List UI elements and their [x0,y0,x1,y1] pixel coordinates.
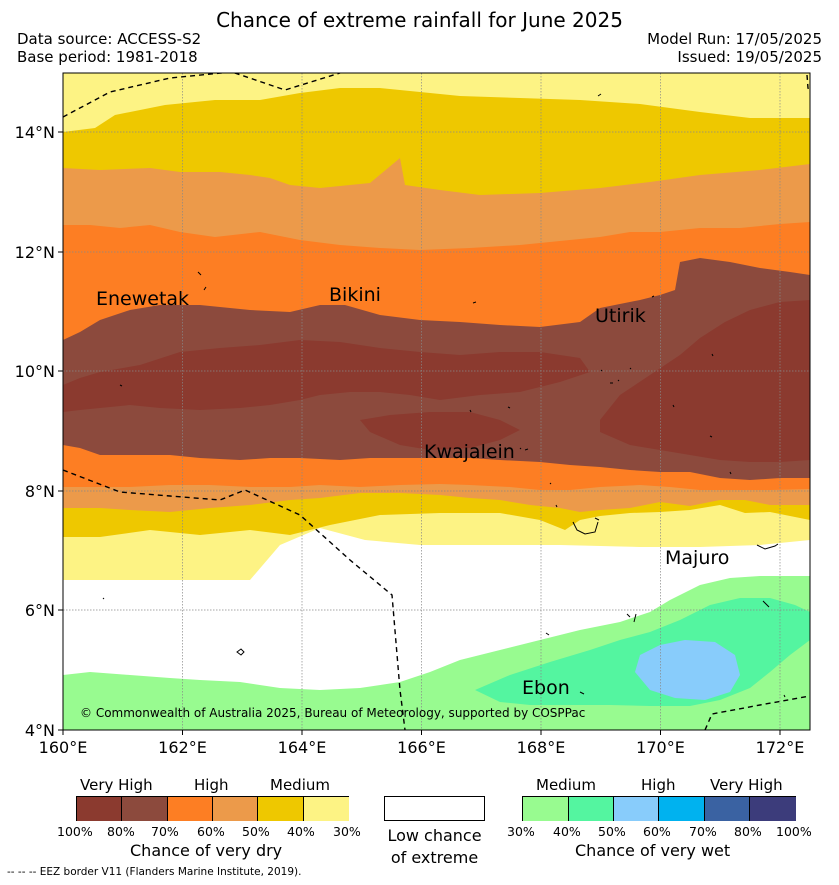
wet-colorbar [522,796,796,821]
dry-pct-80: 80% [107,824,135,839]
place-label-majuro: Majuro [665,547,729,569]
place-label-utirik: Utirik [595,305,646,327]
dry-cat-high: High [194,776,229,794]
wet-pct-30: 30% [507,824,535,839]
wet-pct-80: 80% [734,824,762,839]
dry-80-100-region [63,300,810,462]
dry-pct-30: 30% [333,824,361,839]
lat-label-8n: 8°N [25,482,55,501]
copyright-text: © Commonwealth of Australia 2025, Bureau… [80,706,585,720]
wet-cat-very-high: Very High [710,776,783,794]
place-label-enewetak: Enewetak [96,288,189,310]
lat-label-10n: 10°N [15,362,55,381]
lon-label-172e: 172°E [756,738,805,757]
place-label-ebon: Ebon [522,677,570,699]
dry-swatch-70-60 [168,797,213,821]
issued-text: Issued: 19/05/2025 [677,48,822,66]
dry-swatch-40-30 [304,797,349,821]
dry-colorbar [76,796,349,821]
gridlines [63,73,810,730]
dry-swatch-50-40 [258,797,304,821]
model-run-text: Model Run: 17/05/2025 [647,30,822,48]
lon-label-168e: 168°E [517,738,566,757]
data-source-text: Data source: ACCESS-S2 [17,30,202,48]
wet-swatch-40-50 [569,797,614,821]
dry-pct-100: 100% [57,824,93,839]
dry-cat-very-high: Very High [80,776,153,794]
lon-label-166e: 166°E [397,738,446,757]
dry-pct-60: 60% [197,824,225,839]
dry-swatch-80-70 [122,797,168,821]
neutral-label-line1: Low chance [387,826,482,845]
dry-swatch-60-50 [213,797,258,821]
dry-swatch-100-80 [77,797,122,821]
lat-label-12n: 12°N [15,243,55,262]
wet-swatch-80-100 [750,797,796,821]
map-title: Chance of extreme rainfall for June 2025 [216,8,623,32]
base-period-text: Base period: 1981-2018 [17,48,198,66]
wet-cat-medium: Medium [536,776,596,794]
wet-swatch-30-40 [523,797,569,821]
wet-pct-40: 40% [553,824,581,839]
place-label-bikini: Bikini [329,284,381,306]
eez-borders [63,73,810,730]
map-plot-area: © Commonwealth of Australia 2025, Bureau… [63,73,810,730]
dry-cat-medium: Medium [270,776,330,794]
dry-legend-title: Chance of very dry [130,841,283,860]
wet-pct-70: 70% [689,824,717,839]
wet-pct-100: 100% [776,824,812,839]
latitude-ticks [58,131,63,731]
lon-label-160e: 160°E [39,738,88,757]
lon-label-170e: 170°E [636,738,685,757]
wet-swatch-50-60 [614,797,659,821]
lon-label-162e: 162°E [158,738,207,757]
lat-label-4n: 4°N [25,721,55,740]
wet-legend-title: Chance of very wet [575,841,731,860]
longitude-ticks [62,730,781,735]
lat-label-6n: 6°N [25,601,55,620]
wet-swatch-60-70 [659,797,705,821]
map-frame [62,72,811,731]
neutral-label-line2: of extreme [390,848,479,867]
dry-pct-40: 40% [287,824,315,839]
dry-pct-50: 50% [242,824,270,839]
neutral-swatch [384,796,485,821]
wet-cat-high: High [641,776,676,794]
wet-pct-50: 50% [598,824,626,839]
wet-pct-60: 60% [643,824,671,839]
wet-50-60-region [635,640,740,700]
dry-pct-70: 70% [151,824,179,839]
islands [102,93,786,698]
wet-swatch-70-80 [705,797,750,821]
lat-label-14n: 14°N [15,123,55,142]
eez-border-note: -- -- -- EEZ border V11 (Flanders Marine… [7,866,302,878]
lon-label-164e: 164°E [278,738,327,757]
place-label-kwajalein: Kwajalein [424,441,515,463]
